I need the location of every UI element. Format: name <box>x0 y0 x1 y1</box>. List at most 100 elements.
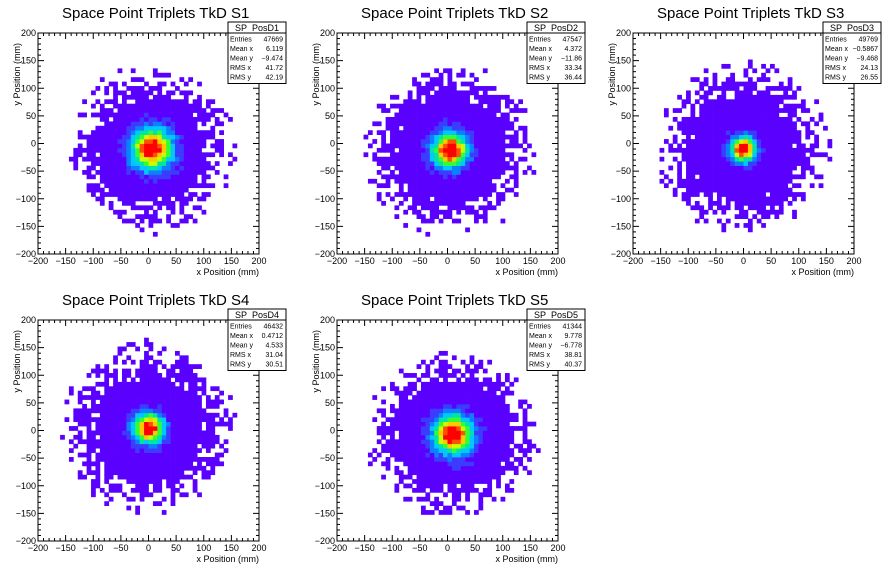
stats-box-frame <box>227 21 287 84</box>
bin <box>469 434 475 440</box>
bin <box>469 479 475 484</box>
bin <box>690 125 696 131</box>
bin <box>734 156 740 162</box>
bin <box>420 130 426 136</box>
bin <box>394 465 400 471</box>
bin <box>170 165 176 171</box>
bin <box>416 434 422 440</box>
bin <box>130 377 136 383</box>
bin <box>192 125 198 131</box>
bin <box>787 86 793 91</box>
bin <box>765 86 771 91</box>
bin <box>381 461 386 467</box>
bin <box>113 448 118 453</box>
bin <box>761 103 766 109</box>
bin <box>135 77 141 82</box>
bin <box>117 134 123 140</box>
bin <box>765 116 771 122</box>
bin <box>416 403 422 409</box>
bin <box>438 192 444 197</box>
bin <box>175 474 180 480</box>
bin <box>663 112 669 118</box>
bin <box>672 108 678 113</box>
bin <box>451 465 457 471</box>
bin <box>434 196 440 202</box>
bin <box>192 483 198 489</box>
bin <box>201 377 207 383</box>
bin <box>770 134 775 140</box>
bin <box>734 134 740 140</box>
bin <box>394 165 400 171</box>
bin <box>372 457 378 462</box>
bin <box>456 487 462 493</box>
bin <box>197 364 202 369</box>
bin <box>135 443 141 449</box>
bin <box>139 465 145 471</box>
bin <box>148 130 154 136</box>
bin <box>394 134 400 140</box>
bin <box>148 223 154 228</box>
bin <box>144 209 149 215</box>
bin <box>170 465 176 471</box>
stats-row-value: 6.119 <box>266 46 283 53</box>
bin <box>792 139 797 144</box>
bin <box>425 457 431 462</box>
bin <box>792 196 797 202</box>
bin <box>398 165 404 171</box>
bin <box>201 209 207 215</box>
bin <box>478 161 484 166</box>
bin <box>509 139 515 144</box>
bin <box>474 465 479 471</box>
bin <box>148 439 154 445</box>
bin <box>690 130 696 136</box>
bin <box>179 156 185 162</box>
bin <box>438 395 444 400</box>
bin <box>694 147 700 153</box>
bin <box>170 381 176 387</box>
bin <box>95 381 101 387</box>
bin <box>686 90 691 96</box>
bin <box>518 448 523 453</box>
bin <box>157 448 163 453</box>
bin <box>765 170 771 175</box>
bin <box>144 108 149 113</box>
stats-row-value: 31.04 <box>265 352 283 359</box>
bin <box>407 390 413 396</box>
bin <box>130 434 136 440</box>
bin <box>721 161 727 166</box>
bin <box>68 457 74 462</box>
bin <box>443 196 448 202</box>
bin <box>460 156 466 162</box>
bin <box>175 99 180 105</box>
bin <box>139 483 145 489</box>
bin <box>407 112 413 118</box>
bin <box>144 205 149 211</box>
bin <box>460 134 466 140</box>
bin <box>166 381 171 387</box>
bin <box>420 412 426 418</box>
bin <box>456 161 462 166</box>
bin <box>407 448 413 453</box>
bin <box>761 196 766 202</box>
bin <box>130 196 136 202</box>
bin <box>716 86 722 91</box>
bin <box>712 183 718 189</box>
bin <box>95 465 101 471</box>
bin <box>787 170 793 175</box>
bin <box>161 94 167 100</box>
bin <box>130 103 136 109</box>
bin <box>438 156 444 162</box>
bin <box>113 81 118 87</box>
bin <box>152 200 158 206</box>
bin <box>756 90 762 96</box>
bin <box>108 134 114 140</box>
bin <box>407 439 413 445</box>
bin <box>104 183 110 189</box>
bin <box>403 209 409 215</box>
bin <box>438 364 444 369</box>
bin <box>108 452 114 458</box>
bin <box>443 395 448 400</box>
bin <box>91 130 96 136</box>
bin <box>130 134 136 140</box>
bin <box>126 156 132 162</box>
